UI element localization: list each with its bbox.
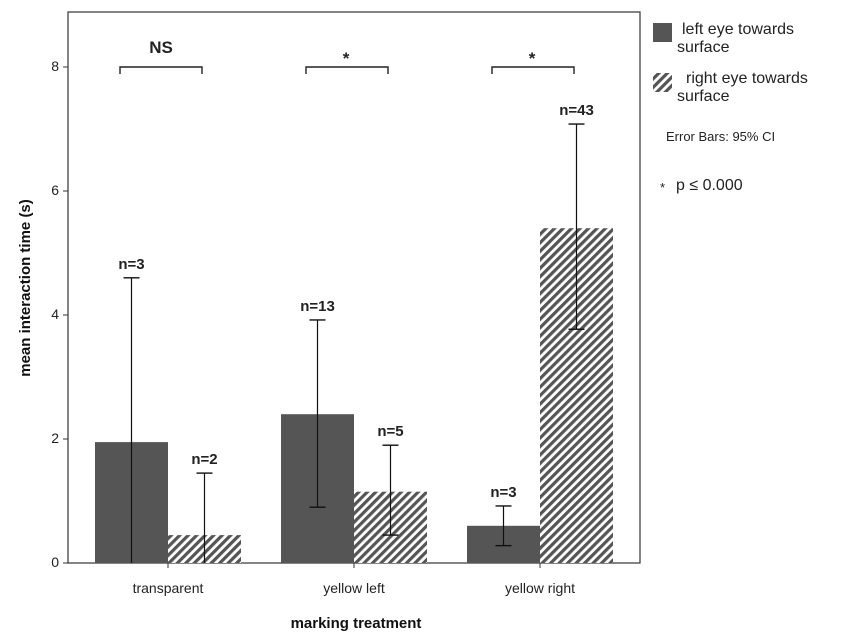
n-label: n=3 <box>118 256 144 273</box>
significance-label: * <box>343 49 350 68</box>
y-tick-label: 6 <box>51 182 59 198</box>
legend: left eye towards surface right eye towar… <box>653 21 808 195</box>
x-axis: transparent yellow left yellow right <box>133 563 575 596</box>
n-label: n=5 <box>377 423 403 440</box>
legend-star-icon: * <box>660 180 665 195</box>
significance-bracket <box>305 66 389 74</box>
y-tick-label: 8 <box>51 58 59 74</box>
n-label: n=3 <box>490 484 516 501</box>
y-axis: 0 2 4 6 8 <box>51 58 68 570</box>
x-tick-label: yellow left <box>323 580 385 596</box>
significance-label: NS <box>149 38 173 57</box>
y-tick-label: 0 <box>51 554 59 570</box>
legend-swatch-right-eye <box>653 73 672 92</box>
significance-bracket <box>491 66 575 74</box>
n-label: n=13 <box>300 298 335 315</box>
legend-label-left-eye-line2: surface <box>677 39 730 56</box>
x-axis-title: marking treatment <box>291 615 422 632</box>
x-tick-label: transparent <box>133 580 204 596</box>
n-label: n=43 <box>559 102 594 119</box>
significance-label: * <box>529 49 536 68</box>
legend-label-left-eye-line1: left eye towards <box>682 21 794 38</box>
y-tick-label: 4 <box>51 306 59 322</box>
y-tick-label: 2 <box>51 430 59 446</box>
error-bars <box>123 123 585 563</box>
legend-star-note: p ≤ 0.000 <box>676 177 743 194</box>
significance-brackets: NS * * <box>119 38 575 74</box>
significance-bracket <box>119 66 203 74</box>
n-labels: n=3 n=2 n=13 n=5 n=3 n=43 <box>118 102 593 501</box>
x-tick-label: yellow right <box>505 580 575 596</box>
legend-swatch-left-eye <box>653 23 672 42</box>
y-axis-title: mean interaction time (s) <box>17 199 34 377</box>
legend-error-bars-note: Error Bars: 95% CI <box>666 129 775 144</box>
legend-label-right-eye-line1: right eye towards <box>686 70 808 87</box>
n-label: n=2 <box>191 451 217 468</box>
legend-label-right-eye-line2: surface <box>677 88 730 105</box>
